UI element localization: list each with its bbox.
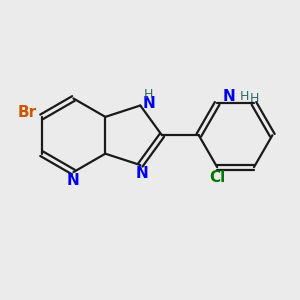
Text: N: N [67, 173, 80, 188]
Text: N: N [135, 166, 148, 181]
Text: Cl: Cl [209, 170, 225, 185]
Text: N: N [223, 88, 235, 104]
Text: N: N [142, 96, 155, 111]
Text: H: H [240, 89, 249, 103]
Text: H: H [249, 92, 259, 106]
Text: H: H [144, 88, 153, 101]
Text: Br: Br [17, 105, 36, 120]
